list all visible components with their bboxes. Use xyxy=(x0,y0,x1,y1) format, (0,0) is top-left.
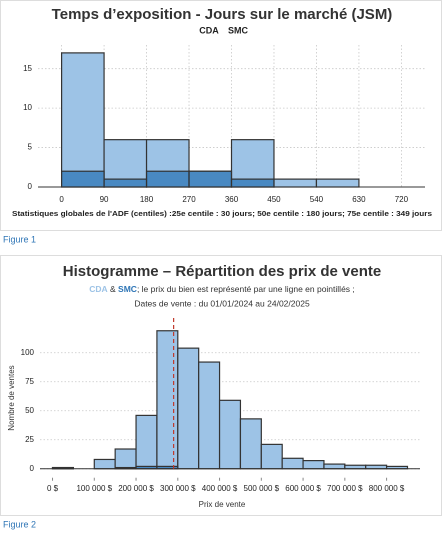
bar xyxy=(315,178,360,188)
legend-entry: SMC xyxy=(118,284,137,294)
x-tick-label: 720 xyxy=(395,195,409,204)
bar xyxy=(218,399,242,470)
bar xyxy=(302,460,325,470)
subtitle-text: ; le prix du bien est représenté par une… xyxy=(137,284,355,294)
chart-title: Temps d’exposition - Jours sur le marché… xyxy=(52,6,393,23)
bar xyxy=(60,170,105,188)
bar xyxy=(114,448,137,470)
bar xyxy=(281,457,304,470)
y-tick-label: 25 xyxy=(25,435,34,444)
footnote: Statistiques globales de l'ADF (centiles… xyxy=(12,209,432,218)
x-tick-label: 100 000 $ xyxy=(76,484,112,493)
panel xyxy=(0,255,442,516)
y-tick-label: 15 xyxy=(23,64,32,73)
x-tick-label: 540 xyxy=(310,195,324,204)
x-tick-label: 0 xyxy=(59,195,64,204)
x-tick-label: 500 000 $ xyxy=(244,484,280,493)
x-tick-label: 200 000 $ xyxy=(118,484,154,493)
x-tick-label: 0 $ xyxy=(47,484,59,493)
chart-subtitle: Dates de vente : du 01/01/2024 au 24/02/… xyxy=(134,298,310,308)
bar xyxy=(156,330,179,470)
legend-entry: CDA xyxy=(199,25,219,35)
y-tick-label: 0 xyxy=(30,464,35,473)
bar xyxy=(344,464,367,470)
bar xyxy=(103,178,148,188)
x-tick-label: 450 xyxy=(267,195,281,204)
x-tick-label: 600 000 $ xyxy=(285,484,321,493)
y-tick-label: 5 xyxy=(28,143,33,152)
y-tick-label: 50 xyxy=(25,406,34,415)
x-axis-label: Prix de vente xyxy=(199,500,246,509)
bar xyxy=(323,463,346,470)
x-tick-label: 180 xyxy=(140,195,154,204)
x-tick-label: 90 xyxy=(100,195,109,204)
figure-caption: Figure 1 xyxy=(3,234,36,244)
bar xyxy=(145,170,190,188)
bar xyxy=(230,178,275,188)
bar xyxy=(177,347,200,470)
x-tick-label: 630 xyxy=(352,195,366,204)
y-tick-label: 100 xyxy=(21,348,35,357)
y-tick-label: 10 xyxy=(23,103,32,112)
x-tick-label: 270 xyxy=(182,195,196,204)
chart-subtitle: CDA & SMC; le prix du bien est représent… xyxy=(89,284,355,294)
y-tick-label: 75 xyxy=(25,377,34,386)
bar xyxy=(135,414,158,470)
figure-caption: Figure 2 xyxy=(3,519,36,529)
x-tick-label: 400 000 $ xyxy=(202,484,238,493)
bar xyxy=(188,170,233,188)
x-tick-label: 800 000 $ xyxy=(369,484,405,493)
legend-entry: SMC xyxy=(228,25,249,35)
x-tick-label: 300 000 $ xyxy=(160,484,196,493)
bar xyxy=(273,178,318,188)
bar xyxy=(93,458,116,470)
chart-title: Histogramme – Répartition des prix de ve… xyxy=(63,263,381,280)
legend-entry: CDA xyxy=(89,284,107,294)
bar xyxy=(239,418,262,470)
x-tick-label: 360 xyxy=(225,195,239,204)
y-axis-label: Nombre de ventes xyxy=(7,365,16,430)
y-tick-label: 0 xyxy=(28,182,33,191)
bar xyxy=(60,52,105,188)
x-tick-label: 700 000 $ xyxy=(327,484,363,493)
bar xyxy=(198,361,221,470)
connector: & xyxy=(110,284,116,294)
bar xyxy=(260,443,283,470)
bar xyxy=(365,464,388,470)
